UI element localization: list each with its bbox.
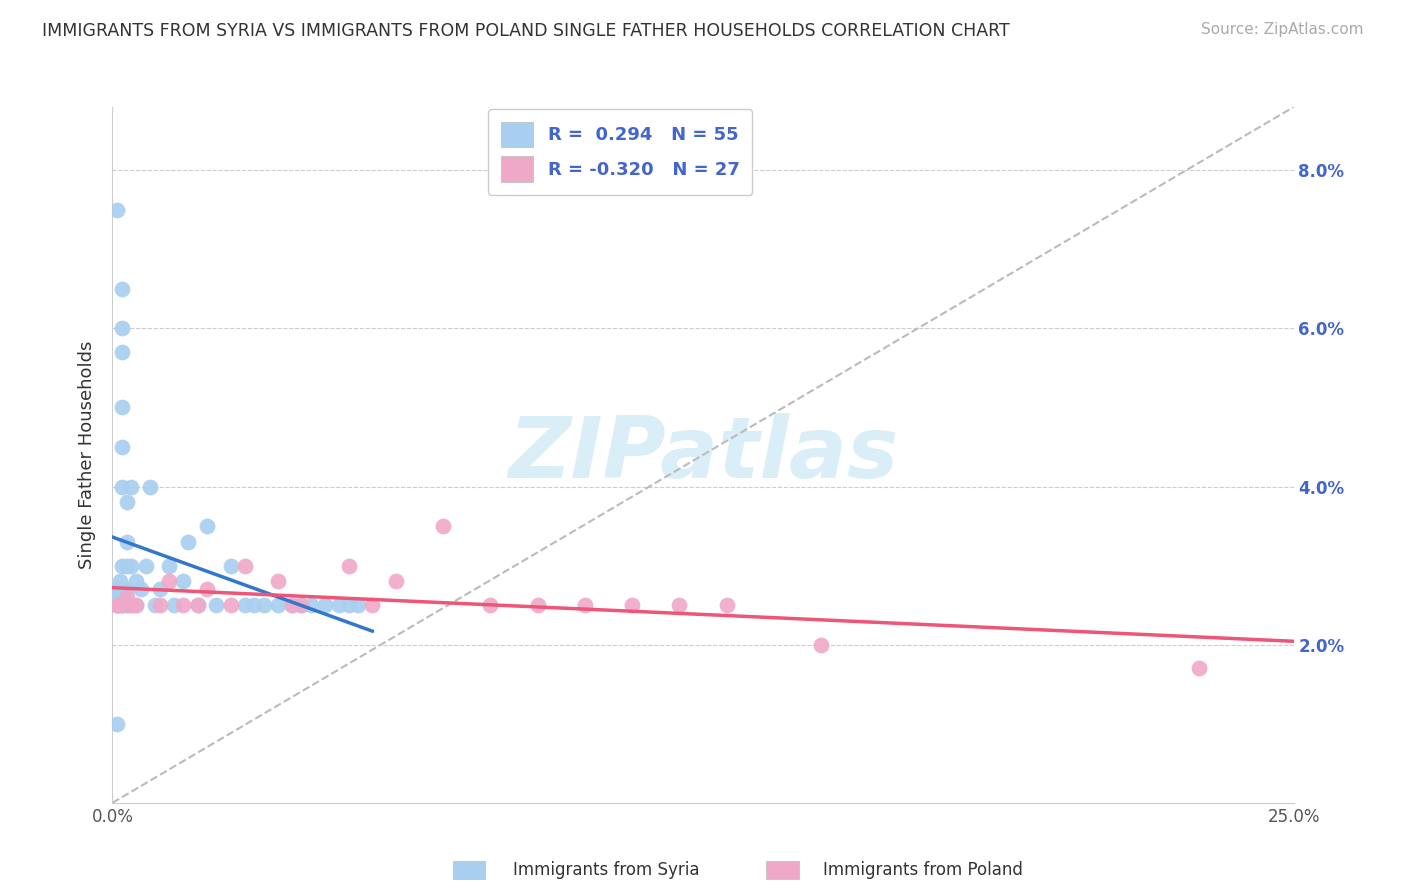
Point [337,598,360,612]
Point [125,574,148,589]
Point [111,598,134,612]
Point [111,479,134,493]
Text: Source: ZipAtlas.com: Source: ZipAtlas.com [1201,22,1364,37]
Point [105,598,128,612]
Point [1188,661,1211,675]
Point [105,598,128,612]
Point [108,598,131,612]
Point [281,598,304,612]
Point [105,582,128,597]
Point [328,598,350,612]
Text: Immigrants from Syria: Immigrants from Syria [513,861,700,879]
Point [105,716,128,731]
Point [526,598,548,612]
Point [149,582,172,597]
Text: Immigrants from Poland: Immigrants from Poland [823,861,1022,879]
Point [163,598,186,612]
Point [479,598,502,612]
Point [129,582,152,597]
Point [668,598,690,612]
Point [139,479,162,493]
Point [143,598,166,612]
Point [104,582,127,597]
Point [111,345,134,359]
Point [115,591,138,605]
Point [195,519,218,533]
Point [120,558,142,573]
Point [111,582,134,597]
Point [267,574,290,589]
Legend: R =  0.294   N = 55, R = -0.320   N = 27: R = 0.294 N = 55, R = -0.320 N = 27 [488,109,752,194]
Point [111,321,134,335]
Point [157,574,180,589]
Point [108,574,131,589]
Point [115,534,138,549]
Point [105,598,128,612]
Point [111,591,134,605]
Point [125,598,148,612]
Point [149,598,172,612]
Point [253,598,276,612]
Point [177,534,200,549]
Point [111,282,134,296]
Point [299,598,322,612]
Point [125,598,148,612]
Point [115,598,138,612]
Point [120,598,142,612]
Point [186,598,208,612]
Y-axis label: Single Father Households: Single Father Households [77,341,96,569]
Point [314,598,336,612]
Point [111,401,134,415]
Text: ZIPatlas: ZIPatlas [508,413,898,497]
Point [385,574,408,589]
Point [361,598,384,612]
Point [347,598,370,612]
Point [111,440,134,454]
Point [195,582,218,597]
Point [105,598,128,612]
Point [111,558,134,573]
Point [115,582,138,597]
Point [115,598,138,612]
Point [120,479,142,493]
Point [172,598,194,612]
Point [205,598,228,612]
Point [219,598,242,612]
Point [233,558,256,573]
Point [135,558,157,573]
Point [157,558,180,573]
Point [105,591,128,605]
Point [574,598,596,612]
Point [621,598,644,612]
Point [290,598,312,612]
Point [172,574,194,589]
Point [243,598,266,612]
Point [115,558,138,573]
Point [115,495,138,509]
Point [233,598,256,612]
Point [281,598,304,612]
Point [290,598,312,612]
Point [432,519,454,533]
Point [186,598,208,612]
Point [120,598,142,612]
Point [105,202,128,217]
Text: IMMIGRANTS FROM SYRIA VS IMMIGRANTS FROM POLAND SINGLE FATHER HOUSEHOLDS CORRELA: IMMIGRANTS FROM SYRIA VS IMMIGRANTS FROM… [42,22,1010,40]
Point [111,598,134,612]
Point [810,638,832,652]
Point [219,558,242,573]
Point [267,598,290,612]
Point [337,558,360,573]
Point [716,598,738,612]
